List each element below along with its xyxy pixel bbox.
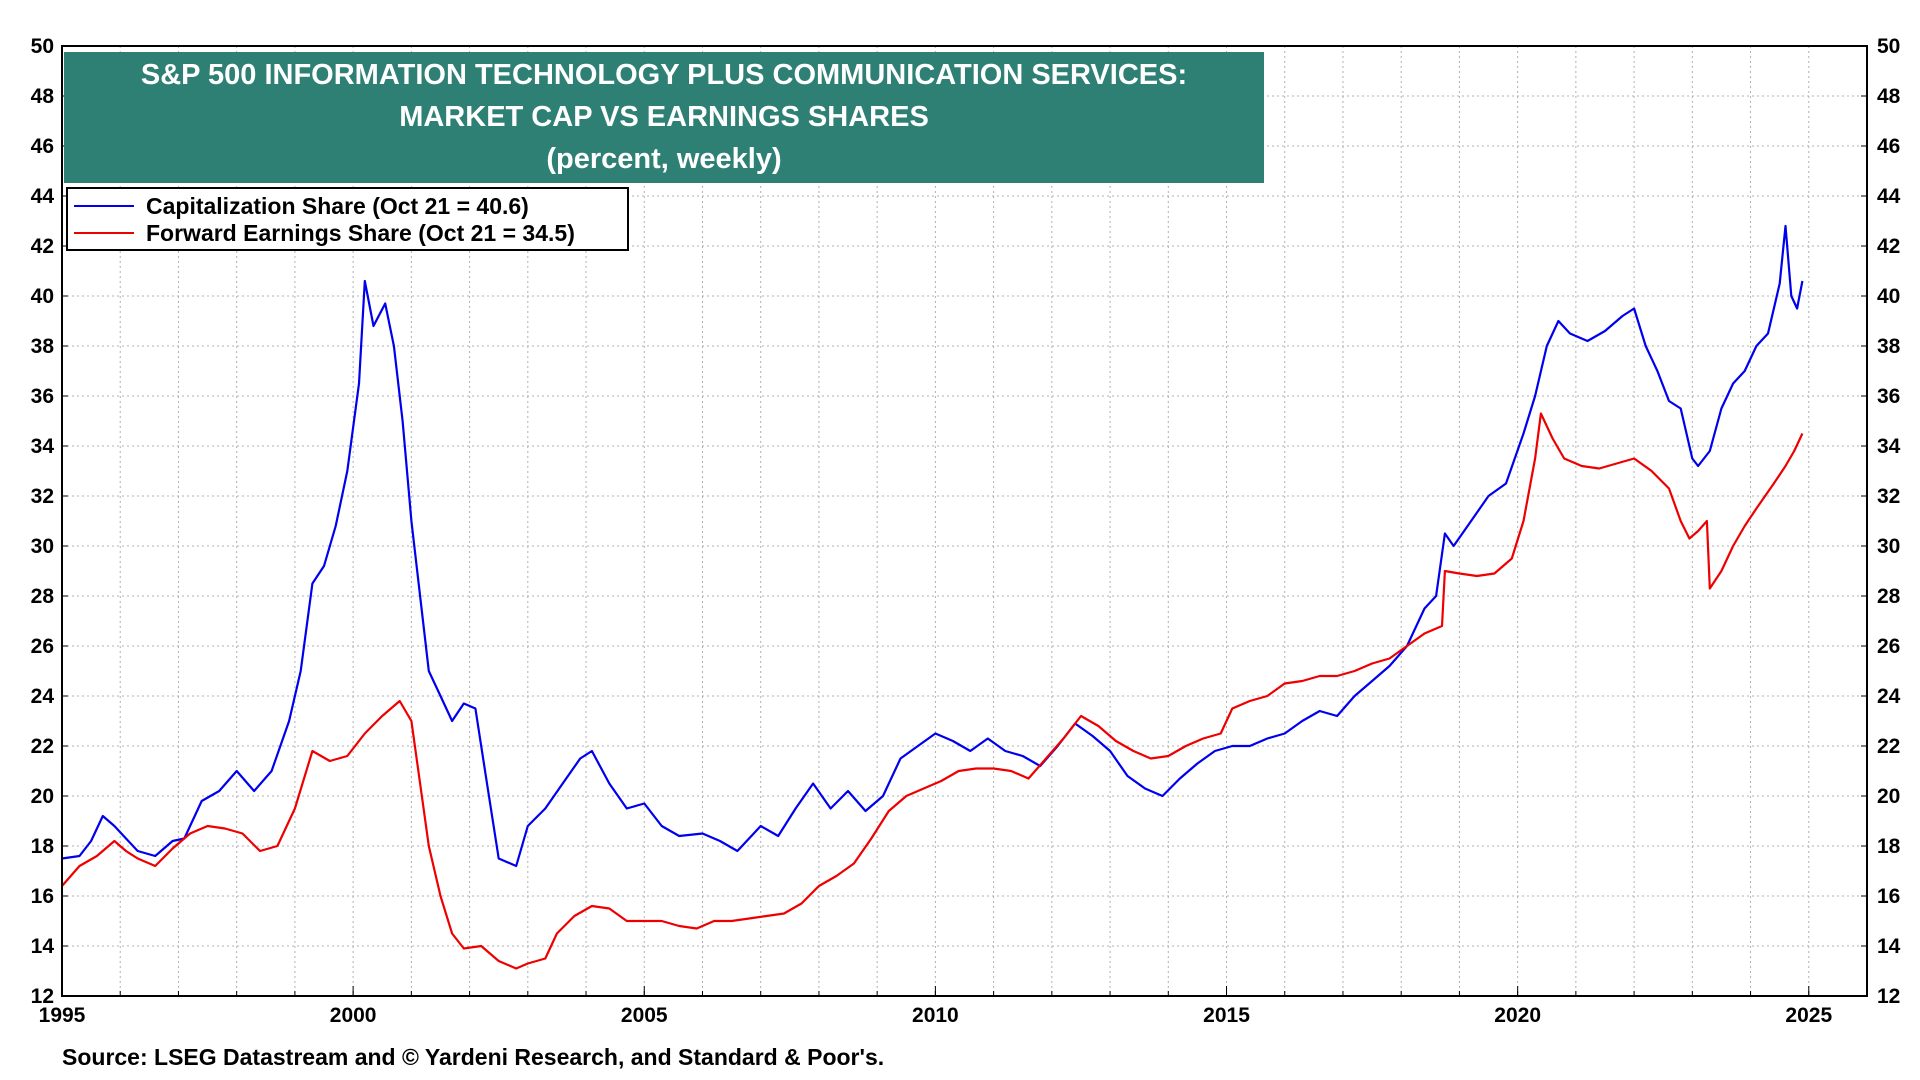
y-tick-label-left: 40: [31, 285, 54, 308]
chart-title-line-2: MARKET CAP VS EARNINGS SHARES: [399, 101, 929, 133]
legend-swatch-earn: [74, 232, 134, 234]
y-tick-label-right: 18: [1877, 835, 1901, 858]
chart-subtitle: (percent, weekly): [546, 143, 782, 175]
legend-item-earn: Forward Earnings Share (Oct 21 = 34.5): [74, 219, 575, 247]
y-tick-label-right: 20: [1877, 785, 1900, 808]
legend-item-cap: Capitalization Share (Oct 21 = 40.6): [74, 192, 529, 220]
y-tick-label-right: 16: [1877, 885, 1900, 908]
y-tick-label-left: 42: [31, 235, 54, 258]
series-line-capitalization-share: [61, 224, 1804, 868]
y-tick-label-right: 50: [1877, 35, 1900, 58]
y-tick-label-right: 32: [1877, 485, 1900, 508]
y-tick-label-left: 26: [31, 635, 54, 658]
y-tick-label-left: 16: [31, 885, 54, 908]
x-tick-label: 2010: [912, 1004, 959, 1027]
y-tick-label-right: 46: [1877, 135, 1900, 158]
y-tick-label-left: 46: [31, 135, 54, 158]
y-tick-label-left: 30: [31, 535, 54, 558]
y-tick-label-left: 28: [31, 585, 55, 608]
y-tick-label-right: 42: [1877, 235, 1900, 258]
y-tick-label-right: 28: [1877, 585, 1901, 608]
y-tick-label-right: 36: [1877, 385, 1900, 408]
y-tick-label-right: 22: [1877, 735, 1900, 758]
legend-swatch-cap: [74, 205, 134, 207]
plot-frame: [61, 45, 1868, 997]
chart-title-line-1: S&P 500 INFORMATION TECHNOLOGY PLUS COMM…: [140, 59, 1188, 91]
x-tick-label: 2015: [1203, 1004, 1250, 1027]
series-line-forward-earnings-share: [61, 412, 1804, 970]
y-tick-label-left: 44: [31, 185, 55, 208]
y-tick-label-left: 24: [31, 685, 55, 708]
x-tick-label: 2025: [1785, 1004, 1832, 1027]
y-tick-label-left: 20: [31, 785, 54, 808]
y-tick-label-right: 44: [1877, 185, 1901, 208]
y-tick-label-left: 22: [31, 735, 54, 758]
y-tick-label-right: 30: [1877, 535, 1900, 558]
y-tick-label-right: 14: [1877, 935, 1901, 958]
x-tick-label: 2000: [330, 1004, 377, 1027]
y-tick-label-left: 32: [31, 485, 54, 508]
y-tick-label-right: 26: [1877, 635, 1900, 658]
y-tick-label-left: 50: [31, 35, 54, 58]
y-tick-label-left: 38: [31, 335, 55, 358]
legend-label-cap: Capitalization Share (Oct 21 = 40.6): [146, 192, 529, 219]
chart-title-box: S&P 500 INFORMATION TECHNOLOGY PLUS COMM…: [64, 52, 1264, 183]
legend: Capitalization Share (Oct 21 = 40.6) For…: [66, 187, 629, 251]
y-tick-label-right: 40: [1877, 285, 1900, 308]
x-tick-label: 2005: [621, 1004, 668, 1027]
x-tick-label: 2020: [1494, 1004, 1541, 1027]
y-tick-label-left: 14: [31, 935, 55, 958]
x-tick-label: 1995: [39, 1004, 86, 1027]
series-lines: [61, 224, 1804, 970]
y-tick-label-left: 36: [31, 385, 54, 408]
y-tick-label-left: 48: [31, 85, 55, 108]
y-tick-label-right: 12: [1877, 985, 1900, 1008]
y-tick-label-right: 24: [1877, 685, 1901, 708]
y-tick-label-left: 18: [31, 835, 55, 858]
y-tick-label-left: 12: [31, 985, 54, 1008]
y-tick-label-right: 34: [1877, 435, 1901, 458]
source-note: Source: LSEG Datastream and © Yardeni Re…: [62, 1044, 885, 1070]
y-tick-label-right: 48: [1877, 85, 1901, 108]
y-tick-label-right: 38: [1877, 335, 1901, 358]
legend-label-earn: Forward Earnings Share (Oct 21 = 34.5): [146, 219, 575, 246]
y-tick-label-left: 34: [31, 435, 55, 458]
